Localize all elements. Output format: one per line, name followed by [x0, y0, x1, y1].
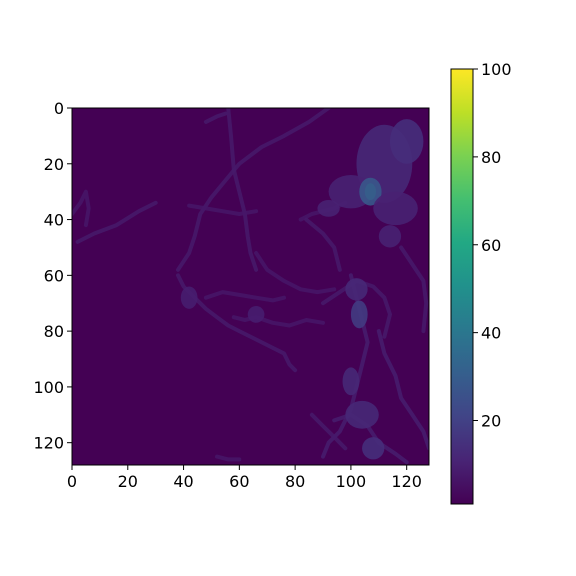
filament-2: [72, 189, 91, 228]
x-axis: 0 20 40 60 80 100 120: [67, 465, 422, 491]
y-tick-label-4: 80: [44, 322, 64, 341]
filament-15: [309, 412, 348, 451]
filament-1: [203, 111, 228, 124]
filament-0: [226, 108, 259, 272]
blob-31: [378, 225, 402, 248]
colorbar-tick-label-0: 20: [481, 412, 501, 431]
filament-5: [187, 203, 259, 216]
colorbar-gradient: [451, 69, 473, 504]
y-tick-label-3: 60: [44, 266, 64, 285]
colorbar-ticks: 20 40 60 80 100: [473, 60, 512, 431]
filament-17: [399, 245, 429, 334]
filament-11: [321, 278, 392, 339]
heatmap-plot-area: [71, 107, 430, 466]
filament-4: [176, 108, 331, 272]
filament-16: [215, 454, 242, 462]
blob-27: [342, 367, 360, 396]
colorbar: 20 40 60 80 100: [450, 60, 512, 505]
filament-13: [376, 329, 429, 451]
blob-20: [389, 119, 424, 164]
y-tick-label-0: 0: [54, 99, 64, 118]
y-tick-label-5: 100: [33, 378, 64, 397]
colorbar-tick-label-4: 100: [481, 60, 512, 79]
colorbar-tick-label-1: 40: [481, 324, 501, 343]
filament-18: [304, 217, 342, 272]
filament-9: [203, 290, 286, 303]
blob-33: [247, 306, 265, 323]
blob-25: [345, 278, 368, 301]
x-tick-label-3: 60: [229, 472, 249, 491]
blob-23: [359, 177, 382, 206]
x-tick-label-2: 40: [173, 472, 193, 491]
x-tick-label-1: 20: [118, 472, 138, 491]
x-tick-label-6: 120: [391, 472, 422, 491]
blob-24: [373, 191, 418, 226]
y-axis: 0 20 40 60 80 100 120: [33, 99, 72, 453]
x-tick-label-4: 80: [285, 472, 305, 491]
y-tick-label-1: 20: [44, 155, 64, 174]
filament-3: [75, 200, 158, 244]
plot-frame: [71, 107, 430, 466]
colorbar-frame: [450, 68, 474, 505]
heatmap-structures: [72, 108, 429, 465]
colorbar-tick-label-3: 80: [481, 148, 501, 167]
x-tick-label-0: 0: [67, 472, 77, 491]
y-tick-label-2: 40: [44, 211, 64, 230]
blob-29: [362, 437, 385, 460]
blob-28: [345, 400, 379, 429]
blob-32: [180, 286, 198, 309]
y-tick-label-6: 120: [33, 434, 64, 453]
filament-10: [231, 315, 325, 328]
blob-26: [350, 300, 368, 329]
blob-30: [317, 200, 340, 217]
x-tick-label-5: 100: [336, 472, 367, 491]
colorbar-tick-label-2: 60: [481, 236, 501, 255]
filament-6: [254, 251, 337, 295]
